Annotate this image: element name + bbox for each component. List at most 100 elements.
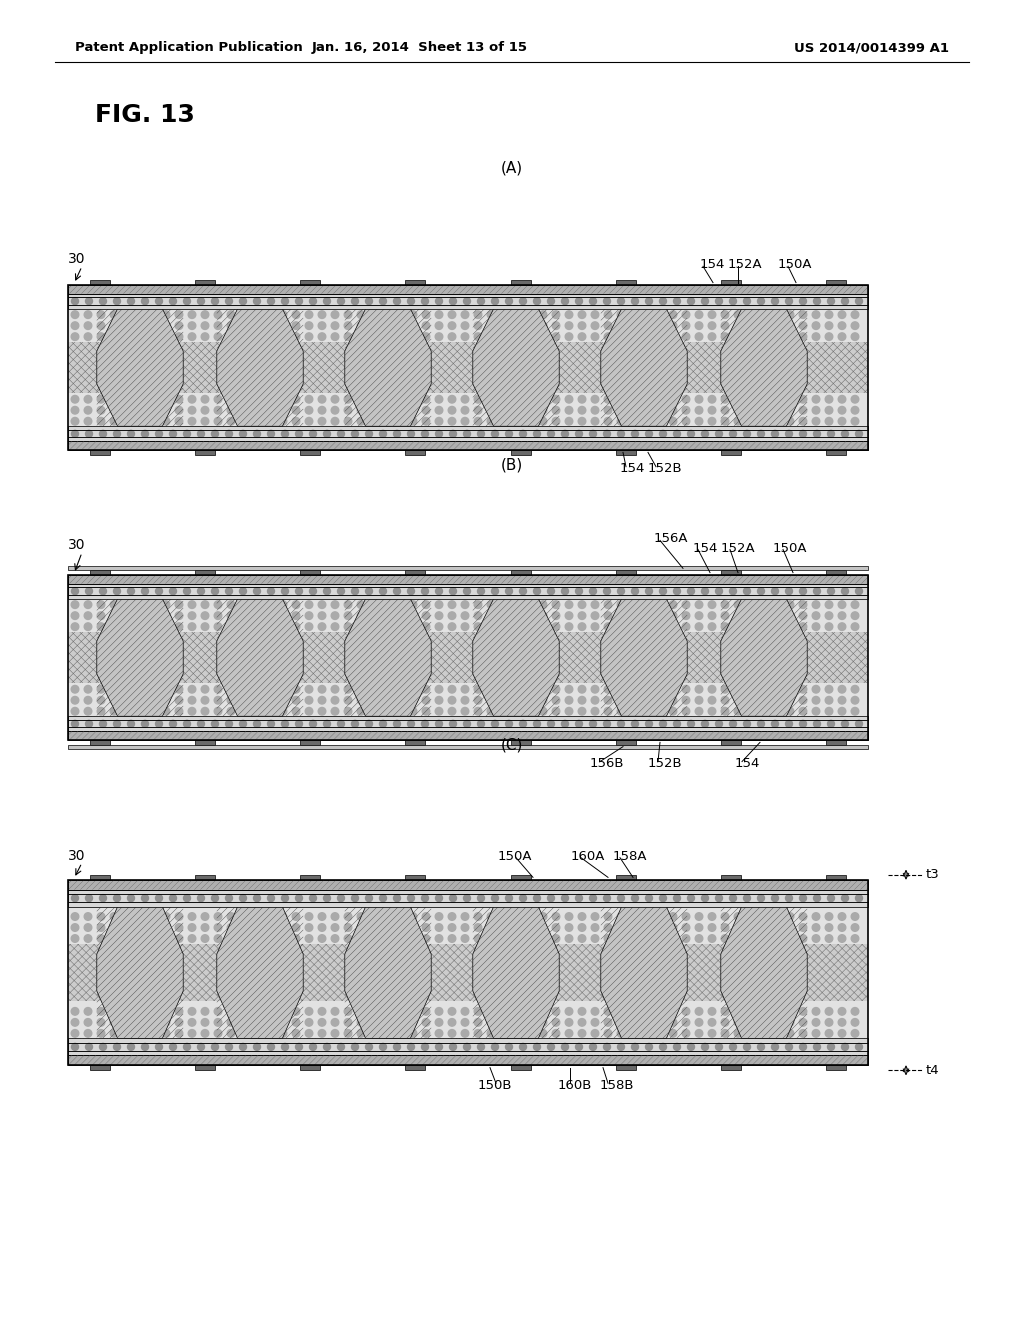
Circle shape: [396, 1030, 403, 1038]
Circle shape: [729, 1043, 736, 1051]
Circle shape: [396, 333, 403, 341]
Circle shape: [487, 396, 495, 403]
Circle shape: [526, 623, 534, 631]
Circle shape: [519, 1043, 526, 1051]
Circle shape: [748, 697, 755, 704]
Circle shape: [141, 298, 148, 305]
Circle shape: [743, 1043, 751, 1051]
Text: 152A: 152A: [721, 543, 756, 554]
Circle shape: [422, 612, 430, 619]
Circle shape: [266, 1030, 273, 1038]
Circle shape: [393, 298, 400, 305]
Circle shape: [643, 417, 651, 425]
Circle shape: [579, 407, 586, 414]
Polygon shape: [345, 309, 431, 426]
Circle shape: [72, 407, 79, 414]
Circle shape: [383, 924, 391, 932]
Circle shape: [393, 1043, 400, 1051]
Circle shape: [85, 895, 92, 902]
Circle shape: [540, 935, 547, 942]
Circle shape: [492, 895, 499, 902]
Circle shape: [674, 298, 681, 305]
Circle shape: [461, 333, 469, 341]
Circle shape: [422, 708, 430, 715]
Circle shape: [371, 333, 378, 341]
Circle shape: [396, 935, 403, 942]
Circle shape: [449, 697, 456, 704]
Circle shape: [477, 895, 484, 902]
Circle shape: [785, 430, 793, 437]
Circle shape: [812, 417, 820, 425]
Circle shape: [492, 1043, 499, 1051]
Circle shape: [839, 333, 846, 341]
Circle shape: [175, 322, 183, 330]
Circle shape: [812, 322, 820, 330]
Circle shape: [449, 396, 456, 403]
Circle shape: [371, 924, 378, 932]
Circle shape: [760, 333, 768, 341]
Circle shape: [540, 1007, 547, 1015]
Circle shape: [435, 697, 442, 704]
Circle shape: [758, 587, 765, 595]
Circle shape: [461, 935, 469, 942]
Circle shape: [526, 935, 534, 942]
Circle shape: [630, 407, 638, 414]
Circle shape: [85, 430, 92, 437]
Circle shape: [331, 322, 339, 330]
Circle shape: [487, 322, 495, 330]
Circle shape: [579, 310, 586, 318]
Circle shape: [760, 935, 768, 942]
Bar: [406, 1065, 425, 1071]
Circle shape: [855, 587, 862, 595]
Circle shape: [786, 697, 794, 704]
Circle shape: [366, 721, 373, 727]
Circle shape: [748, 407, 755, 414]
Text: Jan. 16, 2014  Sheet 13 of 15: Jan. 16, 2014 Sheet 13 of 15: [312, 41, 528, 54]
Circle shape: [201, 924, 209, 932]
Circle shape: [201, 708, 209, 715]
Circle shape: [674, 430, 681, 437]
Circle shape: [97, 417, 104, 425]
Circle shape: [474, 612, 482, 619]
Bar: [826, 875, 846, 880]
Circle shape: [175, 612, 183, 619]
Circle shape: [548, 895, 555, 902]
Circle shape: [227, 396, 234, 403]
Bar: [615, 741, 636, 744]
Circle shape: [170, 298, 176, 305]
Circle shape: [214, 708, 222, 715]
Circle shape: [825, 924, 833, 932]
Circle shape: [760, 612, 768, 619]
Circle shape: [617, 623, 625, 631]
Circle shape: [280, 310, 287, 318]
Circle shape: [643, 601, 651, 609]
Circle shape: [721, 1030, 729, 1038]
Circle shape: [565, 612, 572, 619]
Circle shape: [188, 417, 196, 425]
Circle shape: [357, 333, 365, 341]
Circle shape: [734, 322, 741, 330]
Circle shape: [786, 322, 794, 330]
Circle shape: [721, 685, 729, 693]
Circle shape: [72, 587, 79, 595]
Circle shape: [825, 935, 833, 942]
Circle shape: [357, 623, 365, 631]
Circle shape: [851, 912, 859, 920]
Bar: [406, 450, 425, 454]
Circle shape: [851, 1007, 859, 1015]
Circle shape: [670, 322, 677, 330]
Text: (A): (A): [501, 161, 523, 176]
Circle shape: [318, 924, 326, 932]
Circle shape: [656, 924, 664, 932]
Circle shape: [72, 612, 79, 619]
Circle shape: [839, 417, 846, 425]
Circle shape: [324, 430, 331, 437]
Bar: [511, 875, 530, 880]
Circle shape: [575, 298, 583, 305]
Circle shape: [280, 623, 287, 631]
Circle shape: [682, 417, 690, 425]
Circle shape: [435, 1019, 442, 1026]
Circle shape: [305, 333, 312, 341]
Circle shape: [643, 396, 651, 403]
Circle shape: [760, 697, 768, 704]
